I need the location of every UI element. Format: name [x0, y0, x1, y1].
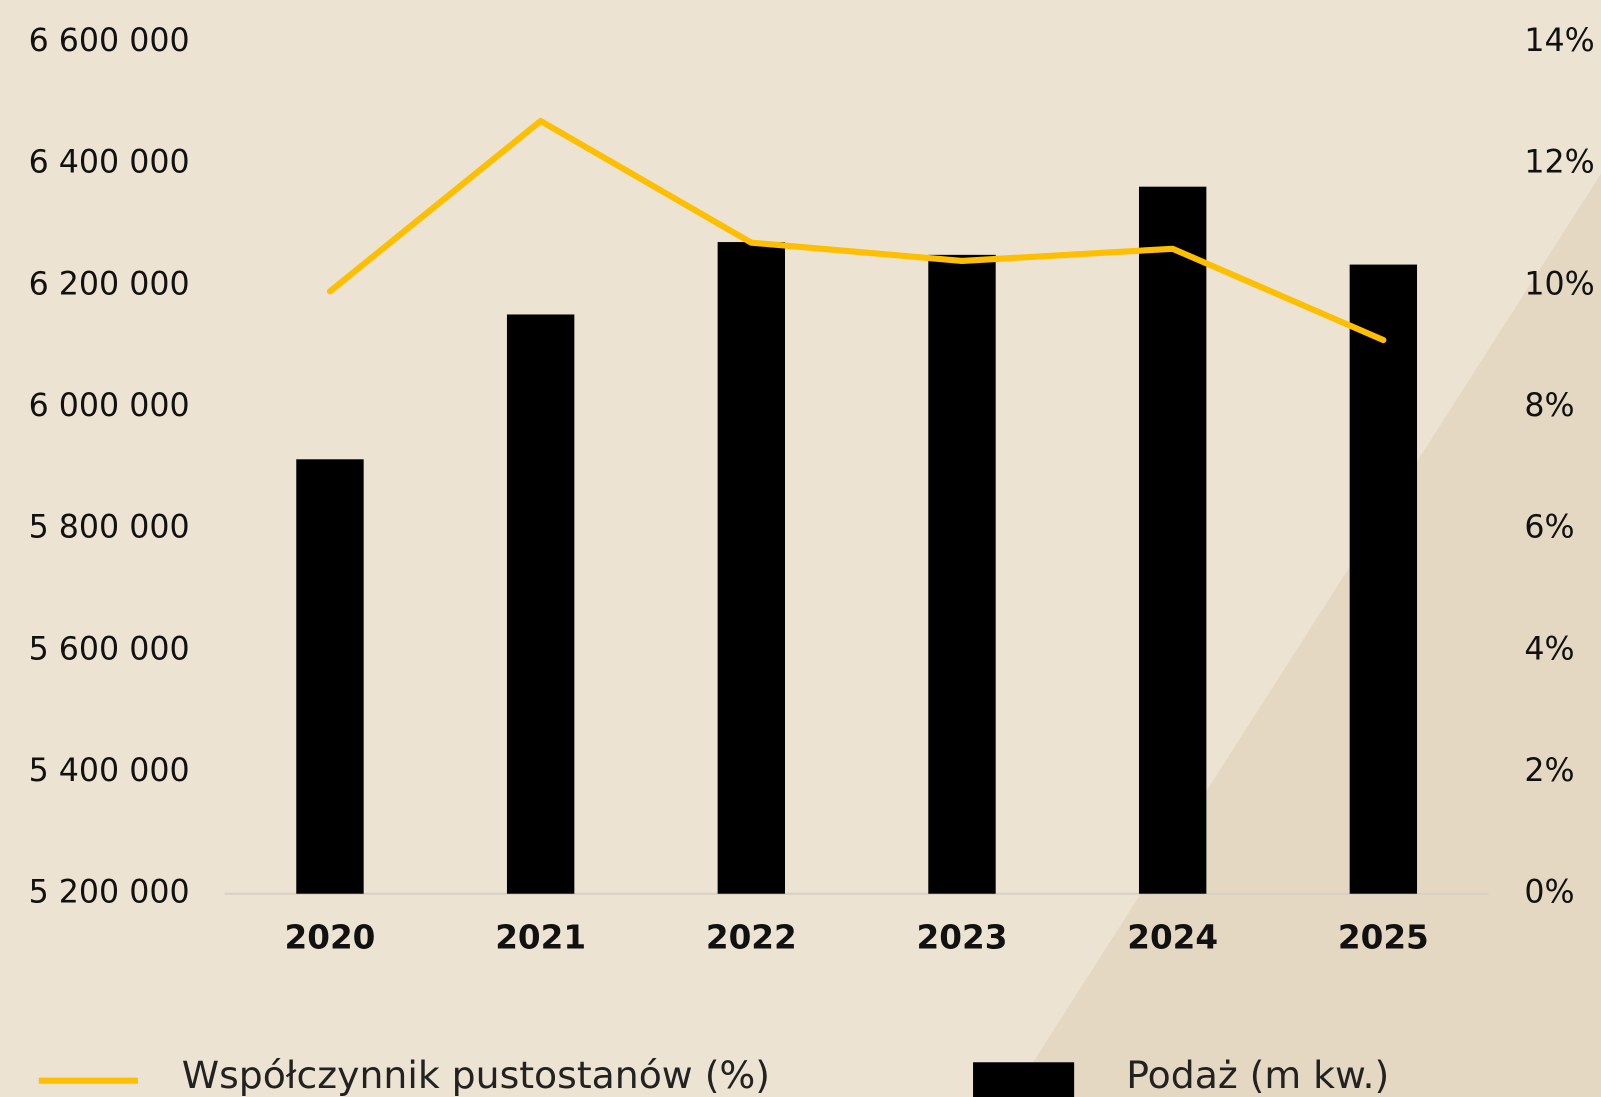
bar — [1349, 264, 1418, 894]
bar — [1138, 186, 1207, 894]
y2-tick-label: 0% — [1524, 875, 1574, 911]
x-tick-label: 2022 — [706, 919, 797, 957]
y-tick-label: 5 800 000 — [29, 510, 190, 546]
y2-tick-label: 2% — [1524, 753, 1574, 789]
legend-label: Współczynnik pustostanów (%) — [182, 1053, 770, 1097]
legend-label: Podaż (m kw.) — [1126, 1053, 1389, 1097]
y2-tick-label: 14% — [1524, 23, 1594, 59]
y-tick-label: 6 200 000 — [29, 266, 190, 302]
x-tick-label: 2023 — [917, 919, 1008, 957]
legend-swatch — [973, 1062, 1075, 1097]
y-tick-label: 5 600 000 — [29, 631, 190, 667]
bar — [506, 314, 575, 894]
y-tick-label: 6 400 000 — [29, 145, 190, 181]
x-tick-label: 2020 — [285, 919, 376, 957]
bar — [928, 254, 996, 894]
bar — [717, 242, 786, 894]
y-tick-label: 6 600 000 — [29, 23, 190, 59]
y2-tick-label: 4% — [1524, 631, 1574, 667]
bar — [296, 459, 364, 894]
y-tick-label: 5 400 000 — [29, 753, 190, 789]
y2-tick-label: 12% — [1524, 145, 1594, 181]
y2-tick-label: 6% — [1524, 510, 1574, 546]
x-tick-label: 2021 — [495, 919, 586, 957]
x-tick-label: 2024 — [1127, 919, 1218, 957]
x-tick-label: 2025 — [1338, 919, 1429, 957]
y-tick-label: 6 000 000 — [29, 388, 190, 424]
y2-tick-label: 8% — [1524, 388, 1574, 424]
y-tick-label: 5 200 000 — [29, 875, 190, 911]
line — [326, 117, 1387, 344]
y2-tick-label: 10% — [1524, 266, 1594, 302]
